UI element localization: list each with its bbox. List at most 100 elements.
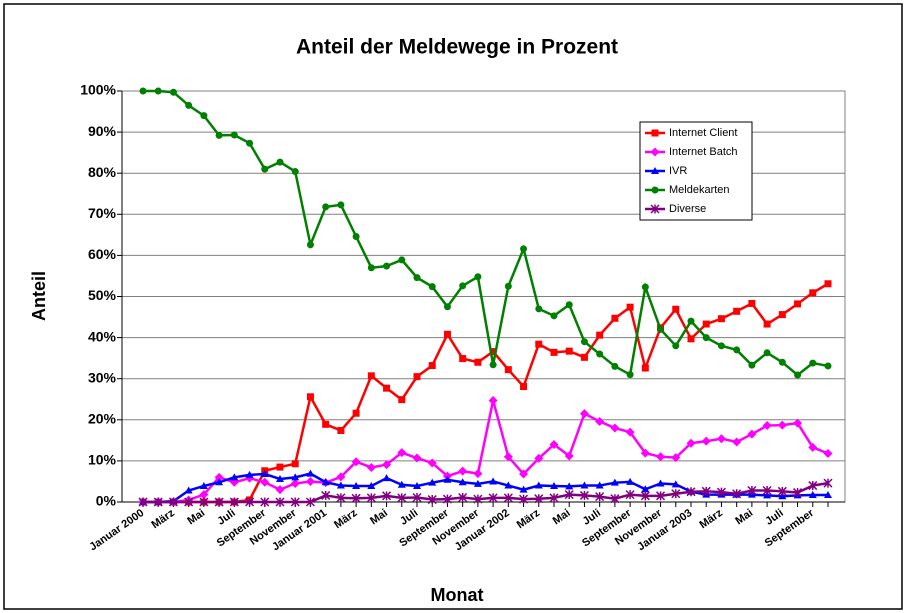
marker <box>596 350 604 358</box>
marker <box>519 485 528 493</box>
marker <box>443 330 451 338</box>
marker <box>246 139 254 147</box>
marker <box>640 448 650 458</box>
marker <box>276 463 284 471</box>
marker <box>336 493 346 503</box>
marker <box>550 312 558 320</box>
legend-label: IVR <box>669 165 687 177</box>
legend-label: Internet Client <box>669 127 737 139</box>
marker <box>291 460 299 468</box>
marker <box>793 488 803 498</box>
marker <box>367 264 375 272</box>
marker <box>519 469 529 479</box>
marker <box>626 303 634 311</box>
marker <box>229 497 239 507</box>
marker <box>564 490 574 500</box>
marker <box>625 427 635 437</box>
y-tick-label: 0% <box>96 493 117 509</box>
marker <box>794 371 802 379</box>
marker <box>185 101 193 109</box>
marker <box>305 476 315 486</box>
marker <box>656 452 666 462</box>
marker <box>336 481 345 489</box>
marker <box>276 474 284 482</box>
marker <box>717 342 725 350</box>
y-tick-label: 100% <box>80 82 116 98</box>
marker <box>474 358 482 366</box>
marker <box>306 469 315 477</box>
marker <box>367 372 375 380</box>
legend-label: Diverse <box>669 203 706 215</box>
marker <box>641 283 649 291</box>
marker <box>382 474 391 482</box>
marker <box>184 497 194 507</box>
y-tick-label: 90% <box>88 123 117 139</box>
marker <box>716 487 726 497</box>
marker <box>794 300 802 308</box>
marker <box>701 436 711 446</box>
marker <box>763 349 771 357</box>
marker <box>276 158 284 166</box>
marker <box>650 147 660 157</box>
y-tick-label: 70% <box>88 205 117 221</box>
y-tick-label: 80% <box>88 164 117 180</box>
marker <box>580 353 588 361</box>
marker <box>595 481 604 489</box>
marker <box>625 490 635 500</box>
marker <box>747 485 757 496</box>
marker <box>427 458 437 468</box>
marker <box>488 395 498 405</box>
marker <box>809 359 817 367</box>
marker <box>651 129 659 137</box>
marker <box>458 466 468 476</box>
marker <box>261 165 269 173</box>
marker <box>489 361 497 369</box>
marker <box>640 491 650 501</box>
marker <box>565 301 573 309</box>
marker <box>610 494 620 504</box>
marker <box>777 420 787 430</box>
marker <box>809 289 817 297</box>
marker <box>626 477 635 485</box>
marker <box>367 481 376 489</box>
marker <box>762 485 772 496</box>
marker <box>412 453 422 463</box>
marker <box>793 418 803 428</box>
marker <box>306 241 314 249</box>
marker <box>321 478 330 486</box>
marker <box>459 282 467 290</box>
y-tick-label: 20% <box>88 411 117 427</box>
marker <box>762 421 772 431</box>
marker <box>488 493 498 503</box>
marker <box>397 448 407 458</box>
marker <box>824 362 832 370</box>
marker <box>671 453 681 463</box>
marker <box>686 487 696 497</box>
marker <box>275 497 285 507</box>
marker <box>383 262 391 270</box>
marker <box>321 490 331 500</box>
marker <box>442 494 452 504</box>
marker <box>322 420 330 428</box>
marker <box>260 470 269 478</box>
marker <box>580 481 589 489</box>
marker <box>565 347 573 355</box>
marker <box>214 472 224 482</box>
marker <box>291 168 299 176</box>
y-tick-label: 50% <box>88 287 117 303</box>
marker <box>200 112 208 120</box>
marker <box>245 497 255 507</box>
marker <box>503 493 513 503</box>
marker <box>534 481 543 489</box>
y-tick-label: 10% <box>88 452 117 468</box>
marker <box>337 201 345 209</box>
marker <box>153 497 163 507</box>
marker <box>275 485 285 495</box>
marker <box>138 497 148 507</box>
marker <box>397 493 407 503</box>
marker <box>230 473 239 481</box>
marker <box>352 232 360 240</box>
marker <box>580 338 588 346</box>
marker <box>595 492 605 502</box>
marker <box>671 480 680 488</box>
